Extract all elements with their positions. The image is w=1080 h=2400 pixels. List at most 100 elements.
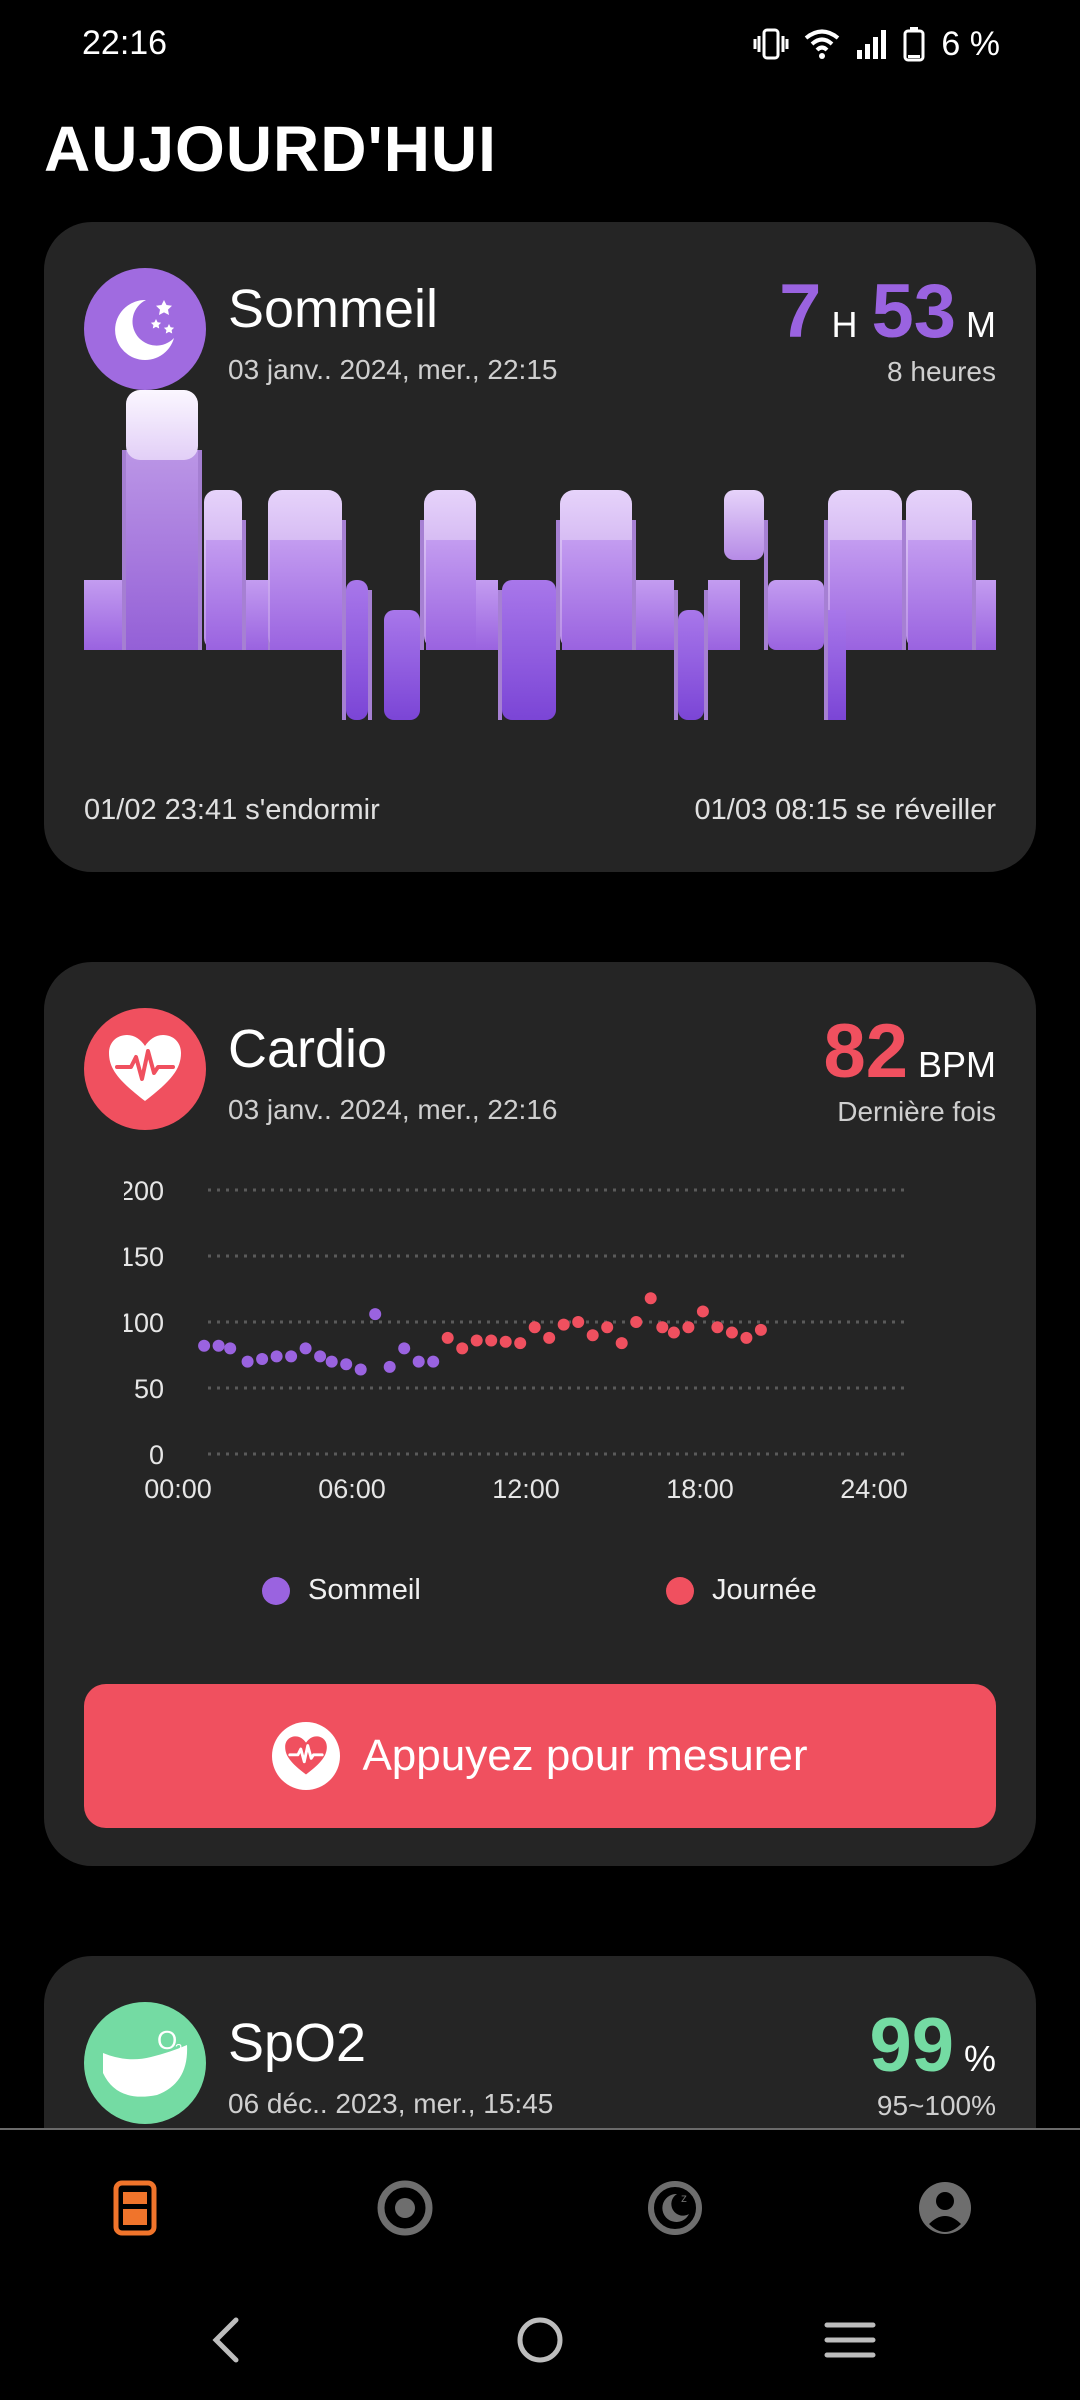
hr-point-day [557, 1318, 570, 1331]
spo2-date: 06 déc.. 2023, mer., 15:45 [228, 2088, 554, 2119]
spo2-range: 95~100% [876, 2090, 996, 2121]
sleep-date: 03 janv.. 2024, mer., 22:15 [228, 354, 558, 385]
measure-button[interactable]: Appuyez pour mesurer [84, 1684, 996, 1828]
menu-icon [824, 2322, 876, 2358]
hr-point-sleep [241, 1355, 254, 1368]
svg-text:O: O [157, 2025, 177, 2055]
x-tick-label: 24:00 [840, 1474, 908, 1504]
nav-profile[interactable] [913, 2176, 977, 2240]
x-tick-label: 12:00 [492, 1474, 560, 1504]
vibrate-icon [753, 28, 789, 60]
sleep-hours: 7 [779, 269, 822, 354]
home-circle-icon [517, 2317, 563, 2363]
y-tick-label: 100 [124, 1308, 164, 1338]
hr-point-sleep [412, 1355, 425, 1368]
y-tick-label: 0 [149, 1440, 164, 1470]
hr-point-sleep [369, 1308, 382, 1321]
hr-point-day [740, 1331, 753, 1344]
hr-point-day [754, 1323, 767, 1336]
nav-today[interactable] [103, 2176, 167, 2240]
heart-measure-icon [272, 1722, 341, 1790]
hr-point-sleep [427, 1355, 440, 1368]
x-tick-label: 18:00 [666, 1474, 734, 1504]
hr-point-day [696, 1305, 709, 1318]
hr-point-day [725, 1326, 738, 1339]
nav-divider [0, 2128, 1080, 2130]
x-tick-label: 00:00 [144, 1474, 212, 1504]
measure-button-label: Appuyez pour mesurer [362, 1731, 808, 1780]
legend-day-dot [666, 1576, 694, 1605]
signal-icon [857, 30, 887, 59]
wifi-icon [805, 29, 840, 59]
hr-point-day [682, 1321, 695, 1334]
cardio-card[interactable]: Cardio 03 janv.. 2024, mer., 22:16 82 BP… [44, 962, 1036, 1866]
sleep-moon-icon: z [648, 2181, 702, 2235]
hr-point-day [528, 1321, 541, 1334]
hr-point-sleep [398, 1342, 411, 1355]
dashboard-icon [113, 2180, 157, 2236]
hr-point-day [572, 1316, 585, 1328]
hr-point-sleep [354, 1363, 367, 1376]
hr-point-day [514, 1337, 527, 1350]
hr-point-sleep [212, 1339, 225, 1352]
legend-sleep: Sommeil [262, 1574, 421, 1607]
status-icons: 6 % [753, 22, 1000, 66]
hr-point-day [644, 1292, 657, 1305]
back-icon [212, 2317, 239, 2363]
target-icon [377, 2180, 433, 2236]
x-tick-label: 06:00 [318, 1474, 386, 1504]
hr-point-day [586, 1329, 599, 1342]
hr-point-sleep [270, 1350, 283, 1363]
hr-point-day [543, 1331, 556, 1344]
spo2-title: SpO2 [228, 2013, 367, 2073]
home-button[interactable] [510, 2310, 570, 2370]
hr-point-day [441, 1331, 454, 1344]
nav-sleep[interactable]: z [643, 2176, 707, 2240]
sleep-minutes-unit: M [966, 304, 996, 345]
sleep-stage-chart [84, 390, 996, 720]
hr-point-day [601, 1321, 614, 1334]
cardio-title: Cardio [228, 1019, 388, 1079]
y-tick-label: 200 [124, 1176, 164, 1206]
hr-point-sleep [256, 1352, 269, 1365]
hr-point-day [456, 1342, 469, 1355]
hr-point-sleep [383, 1360, 396, 1373]
hr-point-sleep [340, 1358, 353, 1371]
page-title: AUJOURD'HUI [44, 113, 497, 185]
hr-point-sleep [224, 1342, 237, 1355]
spo2-value: 99 % [869, 2002, 996, 2089]
hr-point-sleep [325, 1355, 338, 1368]
y-tick-label: 150 [124, 1242, 164, 1272]
legend-day-label: Journée [712, 1574, 817, 1606]
oxygen-icon: O 2 [84, 2002, 206, 2124]
status-bar: 22:16 6 % [0, 0, 1080, 90]
heart-rate-value: 82 [823, 1009, 908, 1094]
hr-point-day [485, 1334, 498, 1347]
recents-button[interactable] [820, 2310, 880, 2370]
legend-sleep-label: Sommeil [308, 1574, 421, 1606]
spo2-unit: % [963, 2038, 996, 2079]
status-time: 22:16 [82, 24, 168, 62]
sleep-start-label: 01/02 23:41 s'endormir [84, 794, 380, 826]
cardio-date: 03 janv.. 2024, mer., 22:16 [228, 1094, 558, 1125]
back-button[interactable] [196, 2310, 256, 2370]
heart-rate-chart: 0 50 100 150 200 00:00 06:00 12:00 18:00 24:00 [124, 1176, 908, 1504]
sleep-duration: 7 H 53 M [779, 268, 996, 355]
spo2-number: 99 [869, 2003, 954, 2088]
legend-sleep-dot [262, 1576, 290, 1605]
hr-point-sleep [198, 1339, 211, 1352]
svg-text:2: 2 [175, 2041, 182, 2056]
nav-workout[interactable] [373, 2176, 437, 2240]
hr-point-day [711, 1321, 724, 1334]
sleep-card[interactable]: Sommeil 03 janv.. 2024, mer., 22:15 7 H … [44, 222, 1036, 872]
sleep-icon [84, 268, 206, 390]
sleep-end-label: 01/03 08:15 se réveiller [694, 794, 996, 826]
battery-percent: 6 % [941, 24, 1000, 63]
cardio-value-sub: Dernière fois [837, 1096, 996, 1127]
spo2-card[interactable]: O 2 SpO2 06 déc.. 2023, mer., 15:45 99 %… [44, 1956, 1036, 2156]
hr-point-day [615, 1337, 628, 1350]
heart-rate-unit: BPM [917, 1044, 996, 1085]
bottom-nav: z [0, 2130, 1080, 2282]
sleep-hours-unit: H [831, 304, 858, 345]
system-nav [0, 2282, 1080, 2400]
